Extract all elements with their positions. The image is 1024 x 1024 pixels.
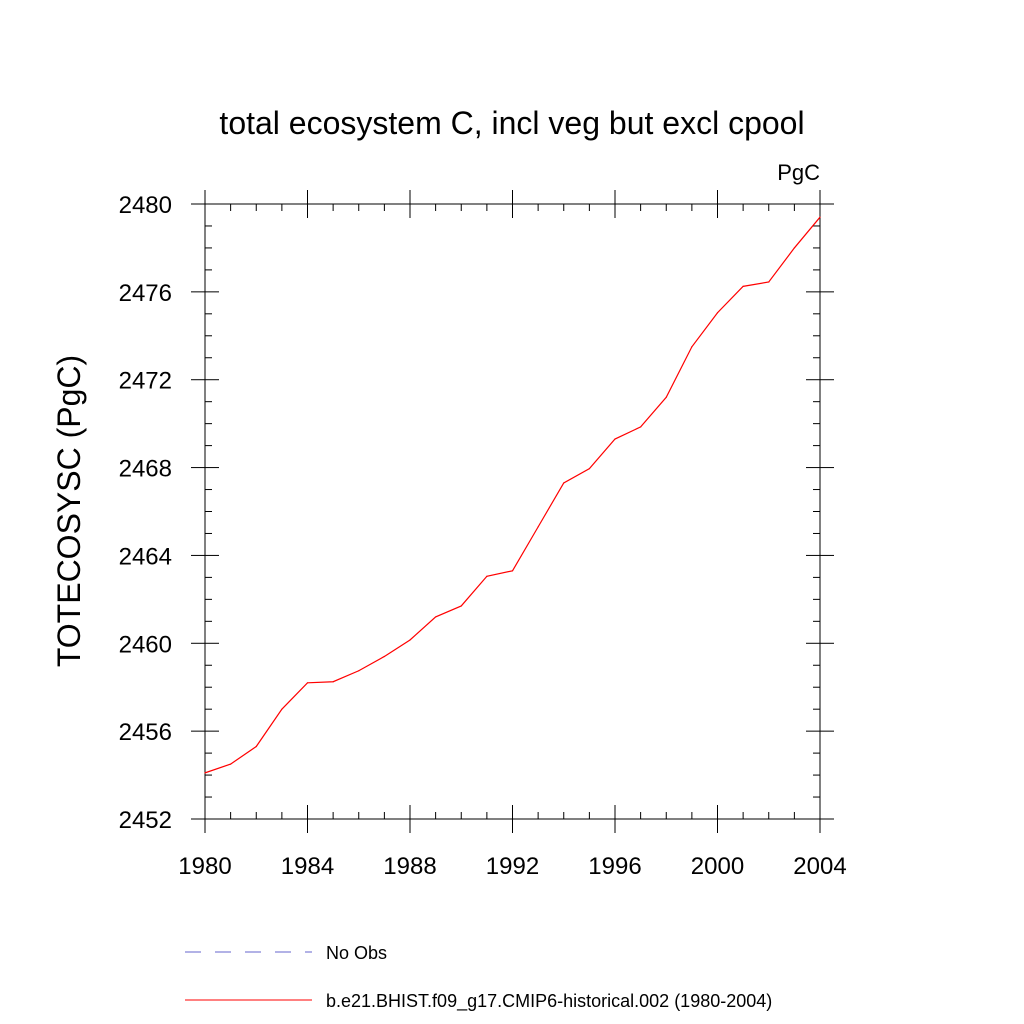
data-point: [768, 281, 770, 283]
data-point: [435, 616, 437, 618]
data-point: [486, 575, 488, 577]
x-tick-label: 1988: [383, 853, 436, 880]
data-point: [255, 745, 257, 748]
chart-title: total ecosystem C, incl veg but excl cpo…: [219, 105, 804, 141]
y-axis-label: TOTECOSYSC (PgC): [51, 355, 87, 667]
legend-label: b.e21.BHIST.f09_g17.CMIP6-historical.002…: [326, 991, 772, 1012]
y-tick-label: 2456: [119, 719, 172, 746]
y-tick-label: 2468: [119, 456, 172, 483]
x-tick-label: 1996: [588, 853, 641, 880]
series-group: [204, 216, 821, 774]
data-point: [793, 247, 795, 249]
data-point: [511, 570, 514, 572]
data-point: [204, 772, 206, 774]
x-tick-label: 1984: [281, 853, 334, 880]
y-tick-label: 2460: [119, 631, 172, 658]
data-point: [409, 639, 411, 641]
x-tick-label: 1992: [486, 853, 539, 880]
data-point: [819, 216, 821, 218]
legend-label: No Obs: [326, 943, 387, 963]
y-tick-label: 2472: [119, 368, 172, 395]
x-tick-label: 2004: [793, 853, 846, 880]
data-point: [716, 312, 719, 314]
data-point: [306, 682, 309, 684]
data-point: [383, 655, 385, 658]
data-point: [588, 468, 590, 470]
data-point: [332, 681, 334, 683]
data-point: [537, 526, 539, 528]
y-tick-label: 2464: [119, 543, 172, 570]
legend: No Obs b.e21.BHIST.f09_g17.CMIP6-historic…: [185, 943, 772, 1012]
data-point: [691, 346, 693, 348]
y-tick-label: 2476: [119, 280, 172, 307]
data-point: [742, 285, 744, 287]
data-point: [640, 426, 642, 428]
y-tick-label: 2452: [119, 807, 172, 834]
data-point: [358, 670, 360, 672]
data-point: [563, 482, 565, 484]
axes: 1980 1984 1988 1992 1996 2000 2004 2452 2456 2460…: [119, 190, 847, 880]
x-tick-label: 2000: [691, 853, 744, 880]
x-tick-label: 1980: [178, 853, 231, 880]
data-point: [614, 438, 616, 440]
data-point: [281, 708, 283, 710]
data-point: [460, 605, 462, 607]
plot-frame: [204, 203, 821, 820]
data-point: [230, 763, 232, 765]
units-label: PgC: [777, 160, 820, 185]
data-point: [665, 396, 667, 398]
series-line: [204, 216, 821, 774]
y-tick-label: 2480: [119, 192, 172, 219]
